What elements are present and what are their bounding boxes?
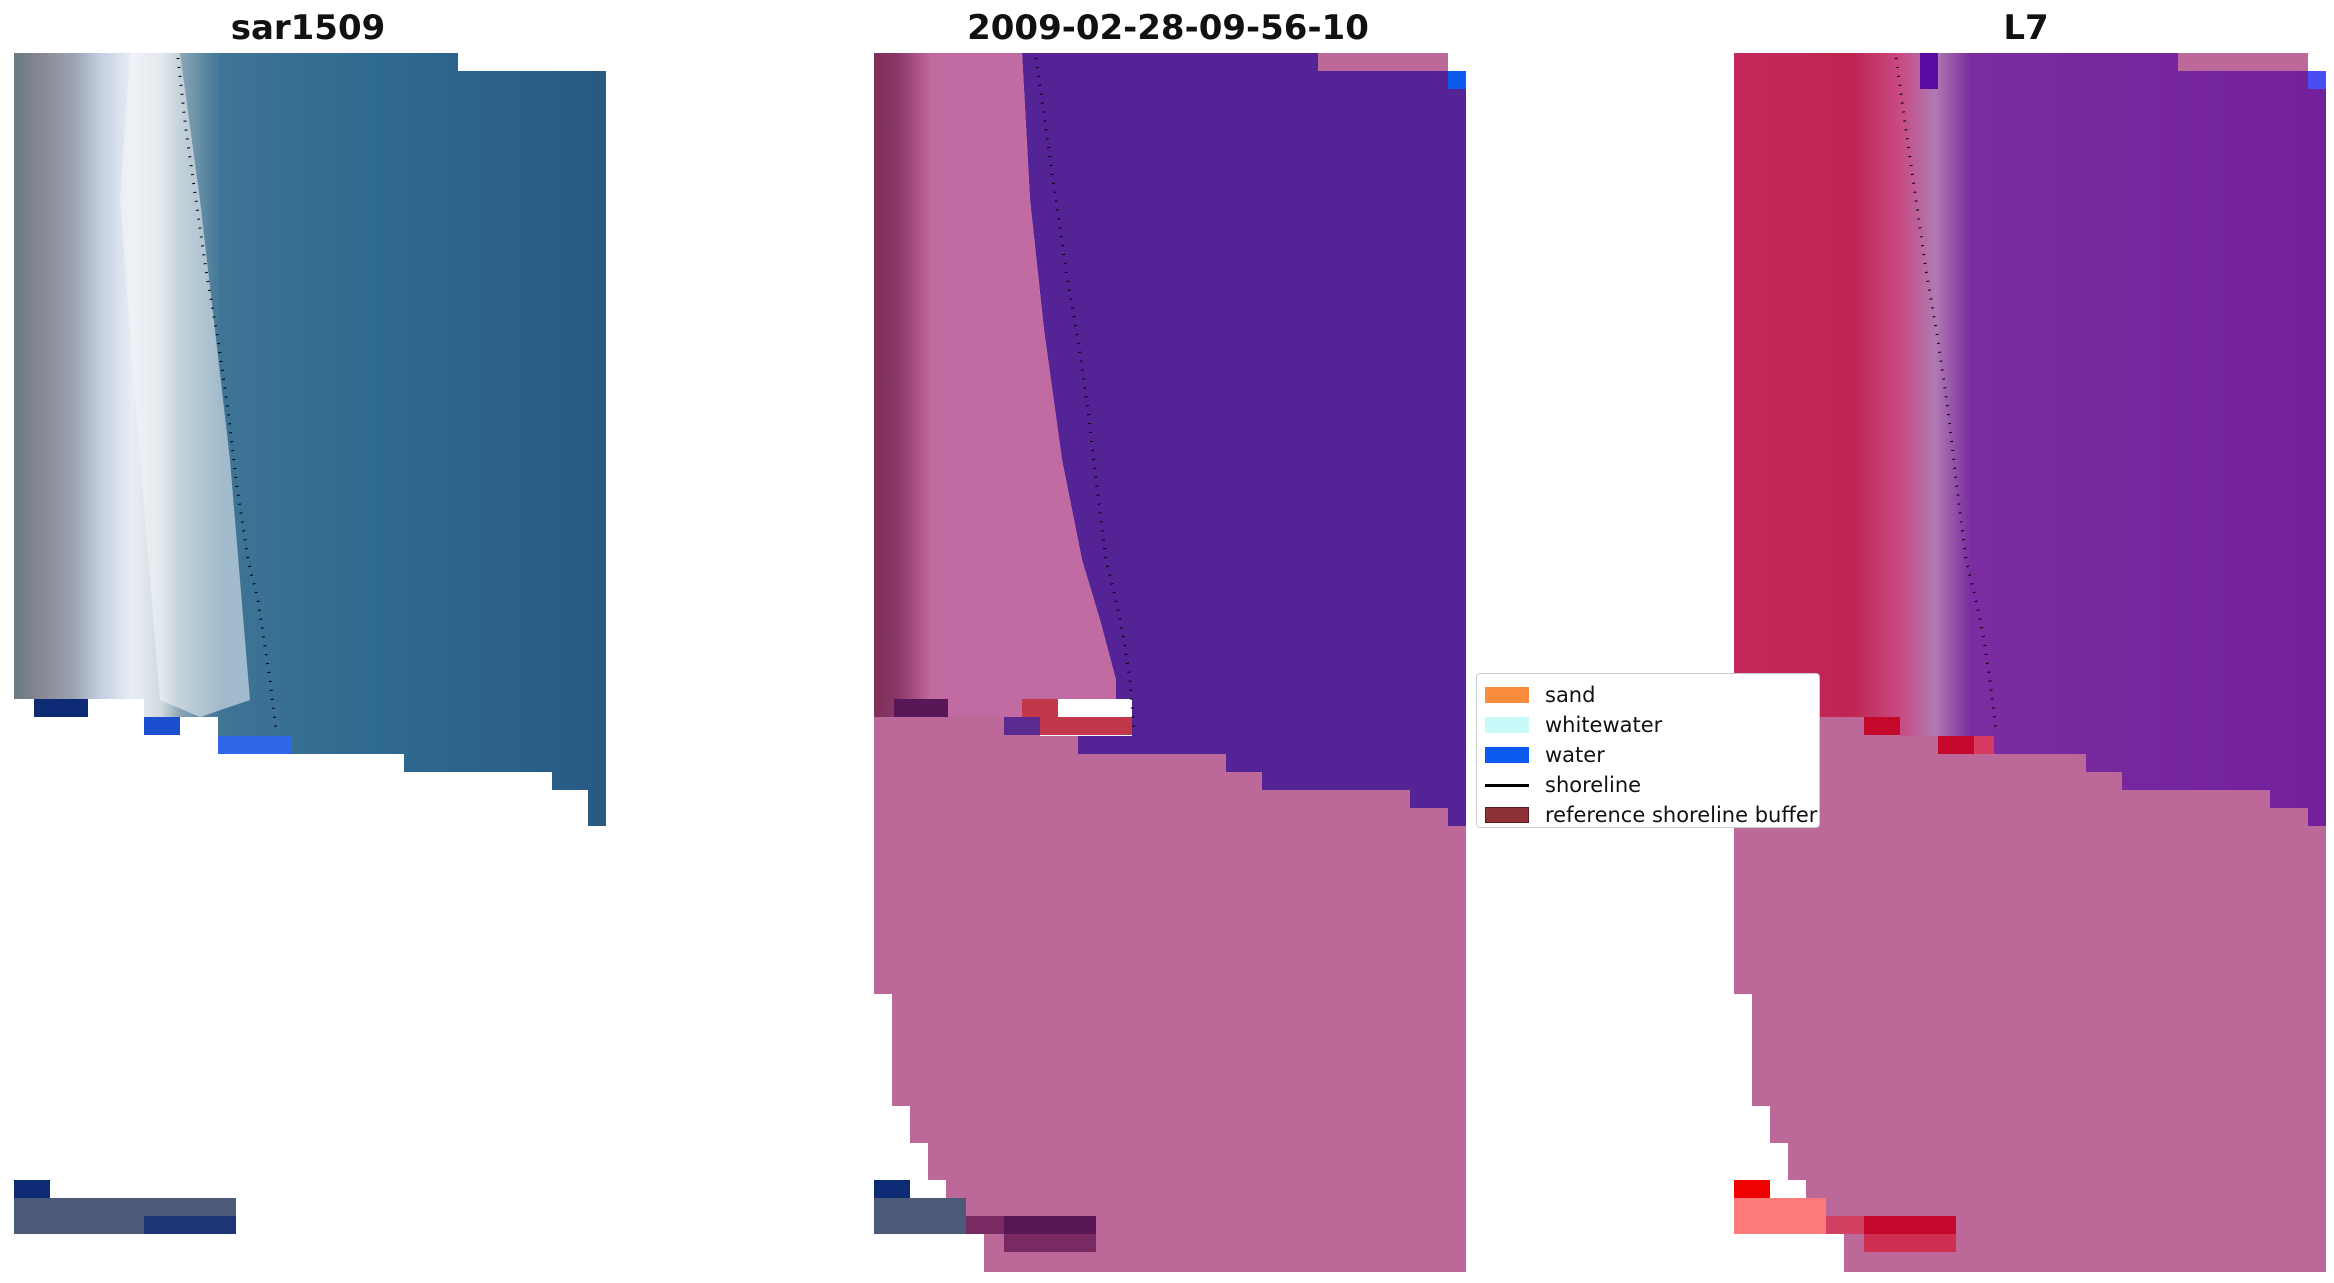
legend-label: whitewater: [1545, 713, 1663, 737]
legend-item-shoreline: shoreline: [1485, 770, 1819, 800]
legend-label: water: [1545, 743, 1605, 767]
legend-item-reference-buffer: reference shoreline buffer: [1485, 800, 1819, 830]
legend-swatch-water: [1485, 747, 1529, 763]
legend: sand whitewater water shoreline referenc…: [1476, 673, 1820, 828]
legend-item-water: water: [1485, 740, 1819, 770]
panel-title-rgb: sar1509: [230, 8, 386, 48]
panel-title-index: L7: [2003, 8, 2049, 48]
legend-line-shoreline: [1485, 783, 1529, 787]
panel-title-classified: 2009-02-28-09-56-10: [967, 8, 1369, 48]
legend-label: reference shoreline buffer: [1545, 803, 1818, 827]
classified-image: [874, 53, 1466, 1272]
index-image: [1734, 53, 2326, 1272]
legend-swatch-reference-buffer: [1485, 807, 1529, 823]
rgb-image: [14, 53, 606, 1234]
rgb-bright-beach: [120, 53, 250, 717]
legend-label: shoreline: [1545, 773, 1642, 797]
legend-item-whitewater: whitewater: [1485, 710, 1819, 740]
legend-swatch-sand: [1485, 687, 1529, 703]
legend-label: sand: [1545, 683, 1596, 707]
legend-swatch-whitewater: [1485, 717, 1529, 733]
legend-item-sand: sand: [1485, 680, 1819, 710]
